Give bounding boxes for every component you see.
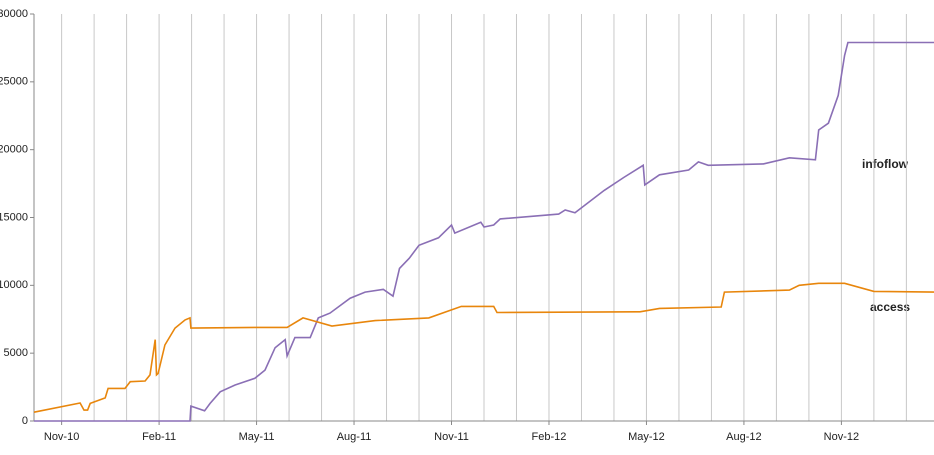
x-tick-label: May-12 (628, 431, 665, 443)
x-tick-label: Nov-10 (44, 431, 79, 443)
x-tick-label: Feb-12 (532, 431, 567, 443)
series-label: infoflow (862, 157, 909, 171)
x-tick-label: Feb-11 (142, 431, 176, 443)
y-tick-label: 5000 (4, 347, 28, 359)
series-label: access (870, 300, 910, 314)
x-tick-label: Nov-11 (434, 431, 469, 443)
y-tick-label: 10000 (0, 279, 28, 291)
y-tick-label: 30000 (0, 8, 28, 20)
x-tick-label: May-11 (239, 431, 275, 443)
series-line (33, 282, 934, 413)
y-tick-label: 0 (22, 415, 28, 427)
y-tick-label: 20000 (0, 144, 28, 156)
series-line (34, 41, 934, 422)
x-tick-label: Aug-12 (726, 431, 761, 443)
x-tick-label: Nov-12 (824, 431, 859, 443)
x-tick-label: Aug-11 (337, 431, 372, 443)
y-tick-label: 25000 (0, 76, 28, 88)
y-tick-label: 15000 (0, 211, 28, 223)
